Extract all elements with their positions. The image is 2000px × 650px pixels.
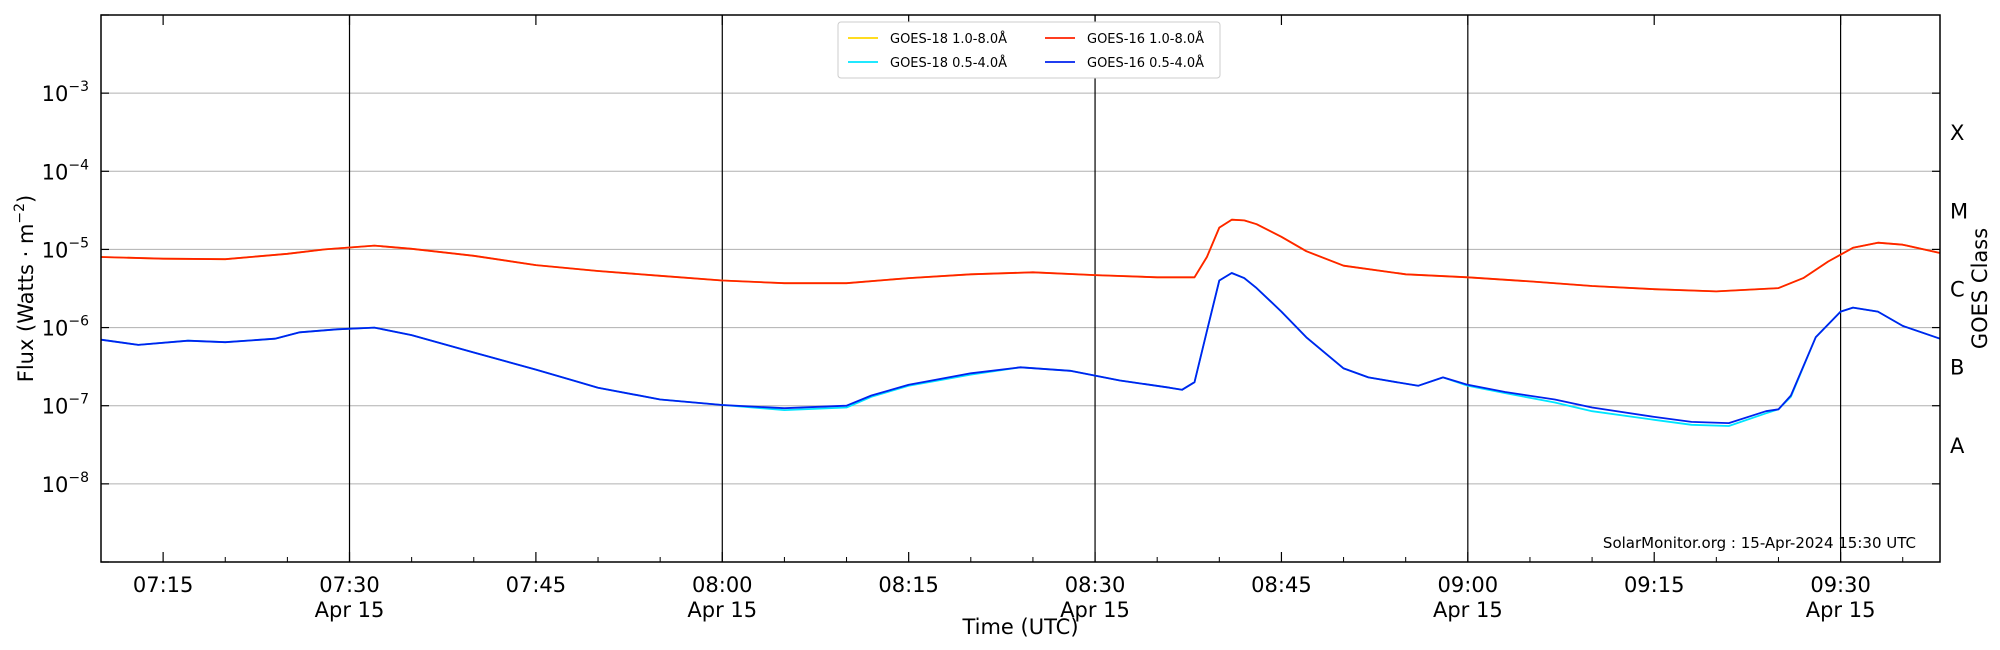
goes-class-label: C: [1950, 278, 1965, 302]
series-line: [100, 218, 1941, 293]
x-axis-title: Time (UTC): [961, 615, 1078, 639]
x-tick-date-label: Apr 15: [1060, 598, 1130, 622]
y-tick-mantissa: 10: [42, 395, 69, 419]
y-tick-exponent: −6: [68, 314, 89, 330]
y-axis-title-exponent: −2: [12, 203, 28, 224]
hour-marker-lines: [348, 15, 1842, 562]
x-tick-label: 07:45: [506, 573, 567, 597]
legend: GOES-18 1.0-8.0Å GOES-18 0.5-4.0Å GOES-16 …: [837, 21, 1221, 79]
series-line: [100, 218, 1941, 293]
x-tick-date-label: Apr 15: [315, 598, 385, 622]
y-tick-mantissa: 10: [42, 473, 69, 497]
credit-text: SolarMonitor.org : 15-Apr-2024 15:30 UTC: [1603, 534, 1916, 552]
series-line: [100, 272, 1941, 427]
y-tick-exponent: −4: [68, 157, 89, 173]
y-tick-mantissa: 10: [42, 160, 69, 184]
x-tick-date-label: Apr 15: [1806, 598, 1876, 622]
y-tick-mantissa: 10: [42, 238, 69, 262]
x-tick-label: 07:15: [133, 573, 194, 597]
y-tick-label: 10−7: [42, 392, 89, 419]
series-line: [100, 272, 1941, 424]
y-tick-mantissa: 10: [42, 82, 69, 106]
x-tick-label: 08:15: [878, 573, 939, 597]
y-tick-exponent: −3: [68, 79, 89, 95]
x-tick-date-label: Apr 15: [1433, 598, 1503, 622]
plot-frame: [100, 14, 1941, 563]
x-tick-label: 09:15: [1624, 573, 1685, 597]
x-tick-label: 08:00: [692, 573, 753, 597]
goes-class-axis-title: GOES Class: [1968, 228, 1992, 349]
flux-series: [100, 218, 1941, 427]
legend-box: [837, 21, 1221, 79]
x-tick-label: 08:30: [1065, 573, 1126, 597]
y-tick-label: 10−8: [42, 470, 89, 497]
goes-class-label: M: [1950, 199, 1968, 223]
y-axis-title-close: ): [14, 195, 38, 203]
legend-label: GOES-18 0.5-4.0Å: [890, 55, 1007, 71]
y-tick-exponent: −8: [68, 470, 89, 486]
goes-class-labels: A B C M X: [1950, 121, 1968, 458]
y-tick-label: 10−4: [42, 157, 89, 184]
y-axis-title: Flux (Watts · m−2): [12, 195, 38, 383]
x-tick-label: 08:45: [1251, 573, 1312, 597]
legend-label: GOES-18 1.0-8.0Å: [890, 31, 1007, 47]
x-tick-label: 07:30: [319, 573, 380, 597]
goes-class-label: X: [1950, 121, 1964, 145]
axis-ticks: [100, 14, 1940, 563]
y-axis-title-text: Flux (Watts · m: [14, 224, 38, 383]
y-tick-label: 10−6: [42, 314, 89, 341]
y-tick-label: 10−3: [42, 79, 89, 106]
goes-class-label: A: [1950, 434, 1965, 458]
x-tick-label: 09:30: [1810, 573, 1871, 597]
y-tick-label: 10−5: [42, 235, 89, 262]
y-tick-labels: 10−810−710−610−510−410−3: [42, 79, 89, 497]
goes-class-label: B: [1950, 356, 1964, 380]
y-tick-exponent: −5: [68, 235, 89, 251]
legend-label: GOES-16 0.5-4.0Å: [1087, 55, 1204, 71]
y-tick-mantissa: 10: [42, 317, 69, 341]
grid-lines: [101, 92, 1940, 485]
x-tick-label: 09:00: [1438, 573, 1499, 597]
y-tick-exponent: −7: [68, 392, 89, 408]
x-tick-date-label: Apr 15: [687, 598, 757, 622]
legend-label: GOES-16 1.0-8.0Å: [1087, 31, 1204, 47]
